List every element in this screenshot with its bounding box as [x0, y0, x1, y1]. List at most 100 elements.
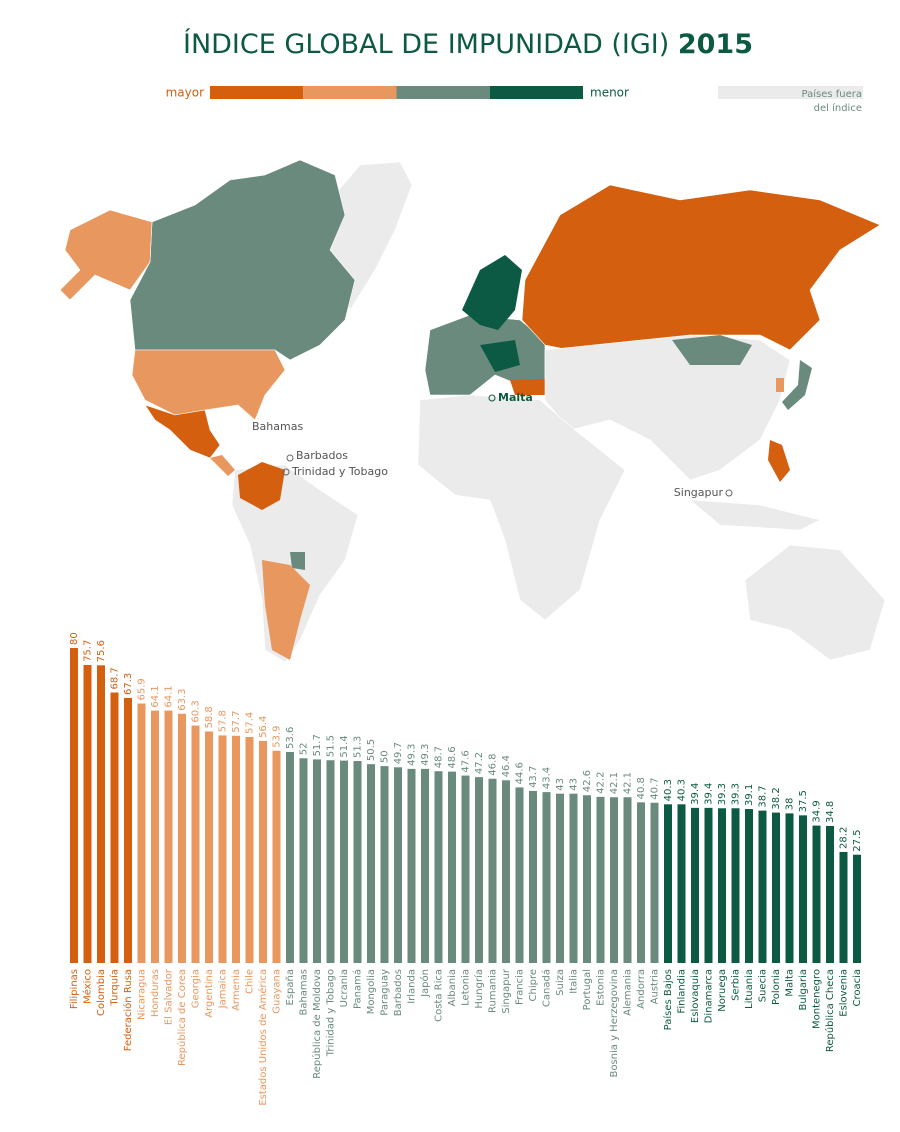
- category-label: Polonia: [771, 969, 782, 1005]
- trinidad-marker: [282, 468, 290, 476]
- bar: [218, 735, 227, 963]
- legend-outside-swatch: [718, 86, 863, 99]
- category-label: Mongolia: [366, 969, 377, 1014]
- category-label: Alemania: [623, 969, 634, 1016]
- barbados-marker: [286, 454, 294, 462]
- value-label: 43: [555, 778, 566, 791]
- value-label: 51.5: [326, 735, 337, 757]
- category-label: Honduras: [150, 969, 161, 1017]
- bar: [596, 796, 605, 963]
- category-label: Portugal: [582, 969, 593, 1010]
- value-label: 63.3: [177, 688, 188, 710]
- value-label: 68.7: [110, 667, 121, 689]
- value-label: 75.6: [96, 640, 107, 662]
- value-label: 47.2: [474, 752, 485, 774]
- value-label: 39.4: [704, 783, 715, 805]
- category-label: Turquía: [109, 969, 121, 1006]
- bar: [232, 735, 240, 963]
- value-label: 27.5: [852, 829, 863, 851]
- category-label: Suiza: [555, 969, 566, 996]
- value-label: 40.8: [636, 777, 647, 799]
- value-label: 39.4: [690, 783, 701, 805]
- value-label: 43: [569, 778, 580, 791]
- value-label: 50: [380, 750, 391, 763]
- bar: [164, 710, 173, 963]
- bar: [151, 710, 159, 963]
- map-label: Malta: [498, 391, 533, 404]
- bar: [731, 808, 740, 963]
- value-label: 49.3: [420, 744, 431, 766]
- category-label: Chipre: [528, 969, 539, 1002]
- category-label: Países Bajos: [662, 969, 674, 1030]
- africa: [417, 394, 626, 621]
- bar: [394, 767, 402, 963]
- category-label: Bahamas: [299, 969, 310, 1016]
- value-label: 49.7: [393, 742, 404, 764]
- value-label: 65.9: [137, 678, 148, 700]
- value-label: 50.5: [366, 739, 377, 761]
- category-label: Lituania: [744, 969, 755, 1009]
- malta-marker: [488, 394, 496, 402]
- category-label: Albania: [447, 969, 458, 1006]
- bar: [502, 780, 510, 963]
- bar: [785, 813, 794, 963]
- value-label: 60.3: [191, 700, 202, 722]
- bar: [718, 808, 726, 963]
- value-label: 53.9: [272, 726, 283, 748]
- bar: [704, 807, 713, 963]
- value-label: 57.4: [245, 712, 256, 734]
- canada: [129, 159, 356, 361]
- value-label: 43.4: [542, 767, 553, 789]
- category-label: República de Moldova: [311, 969, 323, 1079]
- bar: [326, 760, 335, 963]
- legend-outside-label: del índice: [814, 102, 862, 114]
- bar: [191, 725, 200, 963]
- bar: [340, 760, 348, 963]
- world-map: Bahamas Barbados Trinidad y Tobago Malta…: [59, 159, 886, 663]
- value-label: 57.8: [218, 710, 229, 732]
- category-label: Armenia: [231, 969, 242, 1011]
- bar: [272, 750, 281, 963]
- value-label: 57.7: [231, 711, 242, 733]
- value-label: 40.3: [663, 779, 674, 801]
- usa: [131, 349, 286, 421]
- bar: [853, 854, 861, 963]
- category-label: Noruega: [717, 969, 728, 1012]
- value-label: 56.4: [258, 716, 269, 738]
- category-label: Bulgaria: [798, 969, 809, 1010]
- bar: [745, 809, 753, 963]
- category-label: Filipinas: [69, 969, 80, 1009]
- legend-swatch: [210, 86, 304, 99]
- bar: [610, 797, 618, 963]
- title-year: 2015: [678, 29, 753, 60]
- bar: [812, 825, 821, 963]
- bar: [839, 851, 848, 963]
- bar: [380, 766, 389, 963]
- bar: [259, 740, 267, 963]
- value-label: 42.2: [596, 772, 607, 794]
- bar: [448, 771, 456, 963]
- bar: [556, 793, 564, 963]
- value-label: 42.1: [623, 772, 634, 794]
- bar: [515, 787, 524, 963]
- value-label: 80: [69, 632, 80, 645]
- category-label: Hungría: [473, 969, 485, 1009]
- value-label: 53.6: [285, 727, 296, 749]
- category-label: Japón: [419, 969, 431, 998]
- legend-swatch: [396, 86, 490, 99]
- bar: [623, 797, 632, 963]
- bar: [70, 648, 78, 963]
- bar: [245, 736, 254, 963]
- bar: [313, 759, 321, 963]
- category-label: Montenegro: [812, 969, 823, 1029]
- category-label: México: [82, 969, 94, 1004]
- bar: [569, 793, 578, 963]
- map-label: Trinidad y Tobago: [291, 465, 388, 478]
- value-label: 34.9: [812, 800, 823, 822]
- central-america: [210, 455, 235, 476]
- value-label: 38.2: [771, 787, 782, 809]
- value-label: 43.7: [528, 766, 539, 788]
- value-label: 40.3: [677, 779, 688, 801]
- value-label: 44.6: [515, 762, 526, 784]
